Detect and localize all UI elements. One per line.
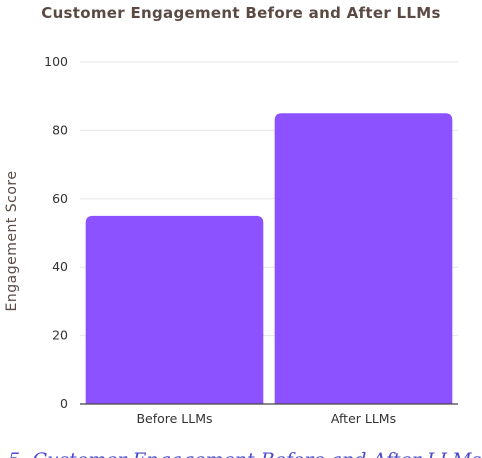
y-tick-label: 40 bbox=[52, 259, 68, 274]
y-axis-label: Engagement Score bbox=[4, 171, 20, 312]
y-tick-label: 100 bbox=[44, 54, 68, 69]
y-tick-label: 80 bbox=[52, 122, 68, 137]
y-tick-label: 0 bbox=[60, 396, 68, 411]
bar-before-llms bbox=[85, 215, 264, 404]
bar-after-llms bbox=[274, 113, 453, 405]
figure-caption: 5: Customer Engagement Before and After … bbox=[8, 449, 482, 458]
x-category-label: Before LLMs bbox=[136, 411, 212, 426]
x-axis-categories: Before LLMs After LLMs bbox=[136, 411, 396, 426]
y-tick-label: 20 bbox=[52, 328, 68, 343]
chart-title: Customer Engagement Before and After LLM… bbox=[41, 4, 440, 22]
y-axis-ticks: 0 20 40 60 80 100 bbox=[44, 54, 68, 411]
x-category-label: After LLMs bbox=[331, 411, 396, 426]
y-tick-label: 60 bbox=[52, 191, 68, 206]
bars bbox=[85, 113, 453, 405]
